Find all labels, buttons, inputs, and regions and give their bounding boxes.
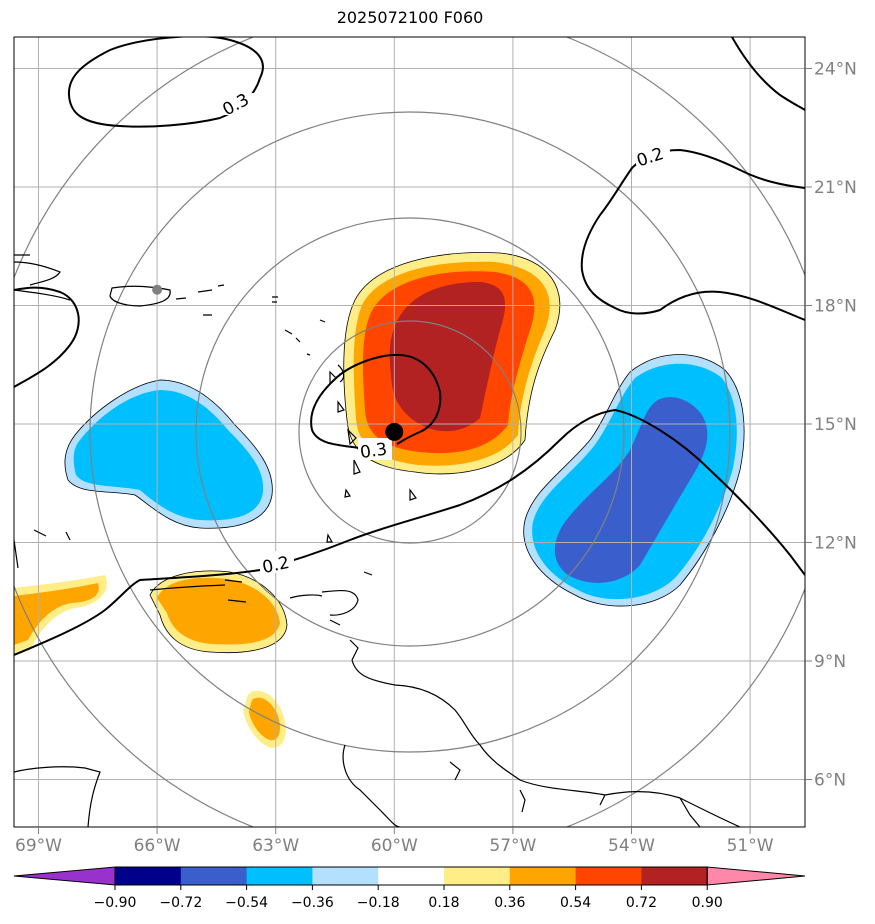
negative-anomaly-west-core xyxy=(73,390,264,521)
colorbar-tick-label: −0.72 xyxy=(159,895,202,911)
lon-tick-label: 63°W xyxy=(252,836,299,856)
lat-tick-label: 9°N xyxy=(814,652,846,672)
contour-0.2-northeast xyxy=(580,148,805,321)
anomaly-outline xyxy=(523,354,745,607)
storm-center-marker xyxy=(385,422,404,441)
colorbar-segment xyxy=(641,867,708,885)
lat-tick-label: 24°N xyxy=(814,60,857,80)
colorbar-segment xyxy=(575,867,642,885)
anomaly-outline xyxy=(149,570,288,653)
contour-label: 0.2 xyxy=(261,553,292,578)
positive-anomaly-central-core xyxy=(389,282,506,432)
virgin-islands-coast xyxy=(175,284,278,316)
range-rings xyxy=(14,37,805,827)
contour-lines xyxy=(14,37,805,656)
colorbar-segment xyxy=(312,867,379,885)
puerto-rico-coast xyxy=(109,285,171,307)
lon-tick-label: 57°W xyxy=(489,836,536,856)
axis-layer: 69°W 66°W 63°W 60°W 57°W 54°W 51°W 24°N 21°N 18°N… xyxy=(15,60,857,857)
lon-tick-label: 54°W xyxy=(608,836,655,856)
colorbar-frame xyxy=(114,866,708,886)
lesser-antilles-coast xyxy=(33,319,417,576)
lon-tick-label: 51°W xyxy=(727,836,774,856)
shaded-field-layer xyxy=(14,252,745,748)
colorbar-segment xyxy=(246,867,313,885)
lon-tick-label: 66°W xyxy=(134,836,181,856)
range-ring-1 xyxy=(298,320,522,544)
colorbar-tick-label: 0.54 xyxy=(560,895,591,911)
lat-tick-label: 21°N xyxy=(814,178,857,198)
venezuela-coast xyxy=(14,539,741,827)
colorbar-segment xyxy=(444,867,511,885)
contour-0.2-western xyxy=(14,286,80,388)
colorbar-segment xyxy=(180,867,248,885)
colorbar-segment xyxy=(115,867,182,885)
positive-anomaly-small-core xyxy=(249,697,281,741)
positive-anomaly-south-core xyxy=(157,577,280,645)
lat-tick-label: 18°N xyxy=(814,297,857,317)
marker-layer xyxy=(152,284,404,441)
contour-0.2-main xyxy=(14,408,805,656)
range-ring-2 xyxy=(195,217,625,647)
colorbar-segment xyxy=(509,867,577,885)
colorbar-tick-label: 0.18 xyxy=(428,895,459,911)
colorbar-segment xyxy=(378,867,445,885)
colorbar-tick-label: −0.18 xyxy=(357,895,400,911)
contour-0.2-northeast-corner xyxy=(731,37,805,111)
coastlines xyxy=(14,254,741,827)
lat-tick-label: 12°N xyxy=(814,534,857,554)
positive-anomaly-west-edge-core xyxy=(14,583,99,645)
colorbar-extend-low xyxy=(13,866,116,886)
colorbar-tick-label: 0.36 xyxy=(494,895,525,911)
lat-tick-label: 6°N xyxy=(814,771,846,791)
range-ring-3 xyxy=(89,111,731,753)
contour-label: 0.3 xyxy=(359,440,389,464)
colorbar-tick-label: −0.36 xyxy=(291,895,334,911)
map-frame xyxy=(13,36,806,828)
contour-0.3-north xyxy=(67,37,264,128)
anomaly-outline xyxy=(343,252,561,475)
hispaniola-coast xyxy=(14,254,71,301)
anomaly-outline xyxy=(64,379,273,529)
lat-tick-label: 15°N xyxy=(814,415,857,435)
reference-point-marker xyxy=(152,284,163,295)
colorbar-tick-label: 0.90 xyxy=(692,895,723,911)
contour-0.3-center xyxy=(310,353,442,449)
colorbar: −0.90 −0.72 −0.54 −0.36 −0.18 0.18 0.36 0.54 0.7… xyxy=(13,866,806,911)
lon-tick-label: 60°W xyxy=(371,836,418,856)
colorbar-extend-high xyxy=(706,866,806,886)
colorbar-tick-label: 0.72 xyxy=(626,895,657,911)
lon-tick-label: 69°W xyxy=(15,836,62,856)
colorbar-tick-label: −0.90 xyxy=(94,895,137,911)
figure-title: 2025072100 F060 xyxy=(336,8,484,27)
colorbar-tick-label: −0.54 xyxy=(225,895,268,911)
